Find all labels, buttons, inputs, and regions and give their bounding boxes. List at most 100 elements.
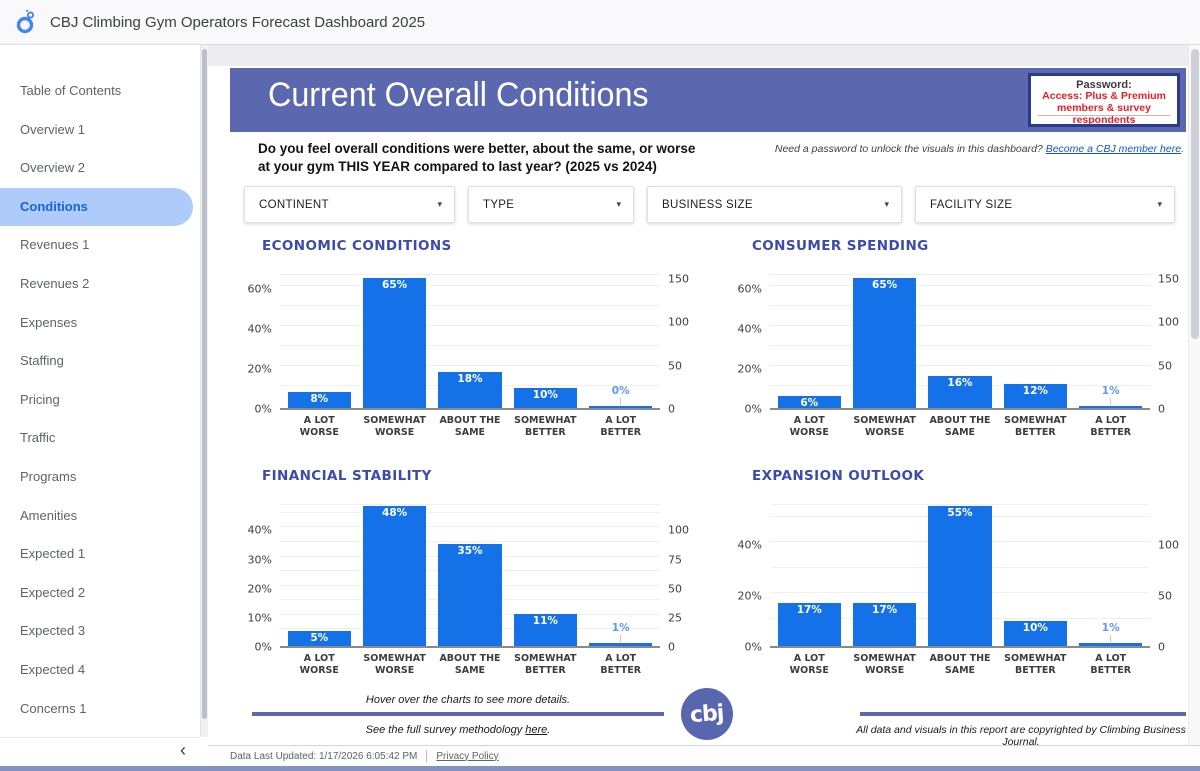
chart-panel-expansion-outlook: EXPANSION OUTLOOK 0% 20% 40% 17% 17% 55% 10% 1%… [728,468,1188,678]
right-axis-tick: 0 [668,640,675,654]
dropdown-caret-icon: ▾ [437,199,442,209]
privacy-policy-link[interactable]: Privacy Policy [436,750,499,762]
bar-value-label: 65% [382,279,408,291]
filter-label: CONTINENT [259,198,329,211]
sidebar-item-conditions[interactable]: Conditions [0,187,193,227]
left-axis-tick: 20% [247,362,272,376]
chart-title: ECONOMIC CONDITIONS [262,238,452,254]
survey-question-line1: Do you feel overall conditions were bett… [258,141,696,156]
bar[interactable] [1078,643,1143,646]
become-member-link[interactable]: Become a CBJ member here [1045,143,1182,155]
sidebar-item-revenues-1[interactable]: Revenues 1 [20,237,90,253]
bar[interactable] [588,643,653,646]
bar[interactable]: 48% [362,506,427,646]
category-label: SOMEWHAT BETTER [514,415,577,439]
category-label: ABOUT THE SAME [929,415,991,439]
right-axis-tick: 50 [668,582,682,596]
bar[interactable]: 6% [777,396,842,409]
bar[interactable]: 65% [362,278,427,408]
sidebar-item-amenities[interactable]: Amenities [20,507,78,523]
password-line-1: Access: Plus & Premium [1042,90,1166,102]
right-axis-tick: 100 [668,315,689,329]
bar[interactable]: 65% [852,278,917,408]
bar[interactable]: 18% [438,372,502,408]
left-axis-tick: 40% [247,523,272,537]
bar-value-label: 10% [532,389,558,401]
sidebar-item-expected-2[interactable]: Expected 2 [20,584,86,600]
chart-panel-economic-conditions: ECONOMIC CONDITIONS 0% 20% 40% 60% 8% 65% 18% 1… [238,238,698,440]
sidebar-item-overview-1[interactable]: Overview 1 [20,121,86,137]
left-axis-tick: 60% [247,282,272,296]
filter-facility-size[interactable]: FACILITY SIZE ▾ [915,186,1175,223]
right-axis-tick: 75 [668,553,682,566]
bar-value-label: 8% [310,393,329,405]
bar[interactable]: 11% [513,613,578,646]
main-scrollbar-thumb[interactable] [1191,49,1199,339]
left-axis-tick: 20% [247,582,272,596]
methodology-link[interactable]: here [525,724,548,736]
bar-value-label: 1% [1101,385,1120,397]
right-axis-tick: 150 [668,272,689,286]
password-note: Need a password to unlock the visuals in… [740,143,1184,155]
collapse-sidebar-icon[interactable]: ‹ [180,740,186,760]
category-label: A LOT BETTER [1090,415,1132,439]
sidebar-item-table-of-contents[interactable]: Table of Contents [20,83,122,98]
right-axis: 0 50 100 150 [1150,272,1188,416]
sidebar-item-expenses[interactable]: Expenses [20,314,78,330]
bar-value-label: 5% [310,632,329,645]
bar[interactable]: 17% [852,602,917,646]
sidebar-item-concerns-1[interactable]: Concerns 1 [20,700,87,716]
sidebar-item-staffing[interactable]: Staffing [20,353,64,369]
sidebar-item-revenues-2[interactable]: Revenues 2 [20,275,90,291]
left-axis-tick: 0% [254,640,272,654]
sidebar-item-expected-4[interactable]: Expected 4 [20,661,86,677]
sidebar-item-pricing[interactable]: Pricing [20,391,60,407]
bar[interactable]: 5% [287,631,352,646]
bar[interactable]: 8% [287,392,352,408]
report-title: CBJ Climbing Gym Operators Forecast Dash… [50,13,426,31]
sidebar-item-expected-1[interactable]: Expected 1 [20,546,86,562]
bar[interactable]: 35% [438,543,502,646]
right-axis-tick: 50 [668,359,682,373]
sidebar-item-overview-2[interactable]: Overview 2 [20,160,86,176]
filter-type[interactable]: TYPE ▾ [468,186,634,223]
bar-value-label: 0% [611,385,630,397]
sidebar-item-programs[interactable]: Programs [20,468,77,484]
category-label: A LOT WORSE [299,415,339,439]
sidebar-nav: Table of Contents Overview 1 Overview 2 Con… [0,72,200,728]
bar-value-label: 55% [947,507,973,519]
bar[interactable] [1078,406,1143,408]
category-axis: A LOT WORSE SOMEWHAT WORSE ABOUT THE SAME S… [770,653,1150,678]
filter-continent[interactable]: CONTINENT ▾ [244,186,455,223]
sidebar-scrollbar-thumb[interactable] [202,49,207,719]
bar-value-label: 17% [796,603,822,616]
bar-value-label: 18% [457,373,483,385]
right-axis-tick: 0 [1158,402,1165,416]
bar[interactable]: 55% [928,506,992,646]
filter-label: FACILITY SIZE [930,198,1013,211]
sidebar-item-expected-3[interactable]: Expected 3 [20,623,86,639]
password-line-3: respondents [1072,113,1136,126]
left-axis: 0% 10% 20% 30% 40% [238,506,280,654]
bar[interactable]: 10% [1003,620,1068,646]
category-label: SOMEWHAT BETTER [1004,415,1067,439]
sidebar-scrollbar[interactable] [200,45,208,737]
password-note-suffix: . [1181,143,1184,155]
bar[interactable]: 12% [1003,384,1068,408]
bar[interactable]: 17% [777,602,842,646]
left-axis: 0% 20% 40% [728,506,770,654]
filter-business-size[interactable]: BUSINESS SIZE ▾ [647,186,902,223]
sidebar-item-traffic[interactable]: Traffic [20,430,56,446]
dropdown-caret-icon: ▾ [1157,199,1162,209]
bar-value-label: 1% [1101,622,1120,635]
left-axis: 0% 20% 40% 60% [238,276,280,416]
data-last-updated: Data Last Updated: 1/17/2026 6:05:42 PM [230,750,418,762]
main-scrollbar[interactable] [1188,45,1200,745]
bar[interactable] [588,406,653,408]
bar-value-label: 10% [1022,621,1048,634]
right-axis-tick: 150 [1158,272,1179,286]
bar[interactable]: 10% [513,388,578,408]
category-axis: A LOT WORSE SOMEWHAT WORSE ABOUT THE SAME S… [280,653,660,678]
left-axis-tick: 40% [247,322,272,336]
bar[interactable]: 16% [928,376,992,408]
